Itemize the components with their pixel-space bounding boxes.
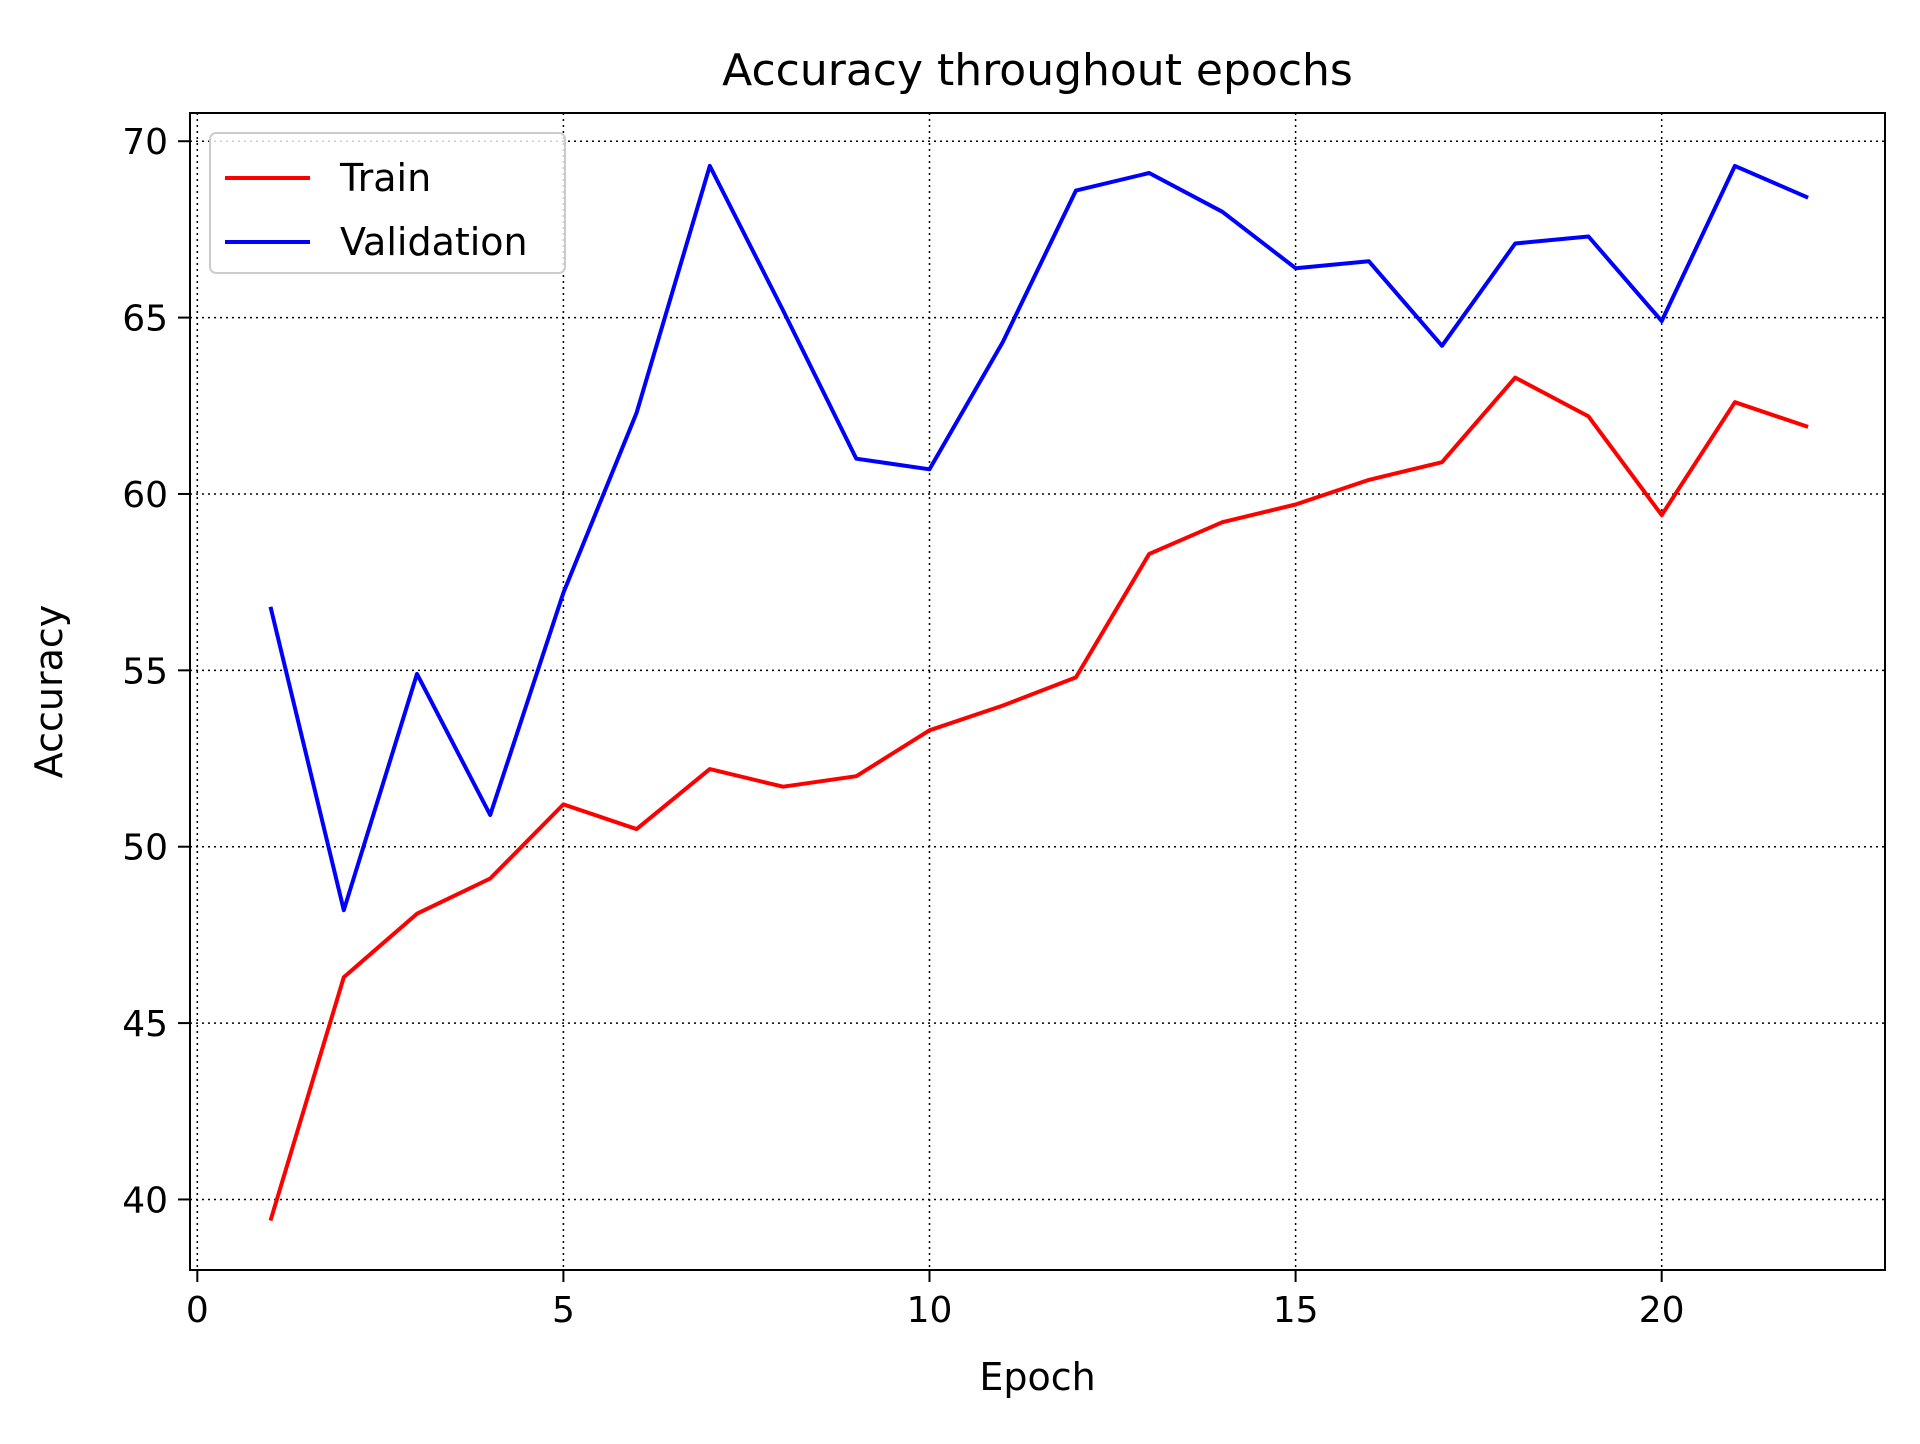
x-axis-label: Epoch xyxy=(979,1355,1095,1399)
legend-box xyxy=(209,132,566,274)
y-tick-label-55: 55 xyxy=(122,651,168,692)
x-tick-label-10: 10 xyxy=(907,1290,953,1331)
series-line-validation xyxy=(268,163,1809,913)
y-tick-label-60: 60 xyxy=(122,475,168,516)
series-lines xyxy=(268,163,1809,1222)
y-tick-label-65: 65 xyxy=(122,299,168,340)
y-tick-label-70: 70 xyxy=(122,122,168,163)
y-tick-label-45: 45 xyxy=(122,1004,168,1045)
plot-area-frame xyxy=(189,112,1886,1271)
series-line-train xyxy=(268,375,1809,1222)
legend-label-train: Train xyxy=(339,156,431,200)
legend: Train Validation xyxy=(209,132,566,274)
axis-ticks: 0 5 10 15 20 40 45 50 55 60 65 70 xyxy=(122,122,1684,1331)
legend-label-validation: Validation xyxy=(340,220,528,264)
y-axis-label: Accuracy xyxy=(27,605,71,779)
y-tick-label-50: 50 xyxy=(122,828,168,869)
x-tick-label-0: 0 xyxy=(186,1290,209,1331)
x-tick-label-5: 5 xyxy=(552,1290,575,1331)
chart-title: Accuracy throughout epochs xyxy=(722,45,1353,96)
x-tick-label-15: 15 xyxy=(1273,1290,1319,1331)
x-tick-label-20: 20 xyxy=(1639,1290,1685,1331)
y-tick-label-40: 40 xyxy=(122,1180,168,1221)
